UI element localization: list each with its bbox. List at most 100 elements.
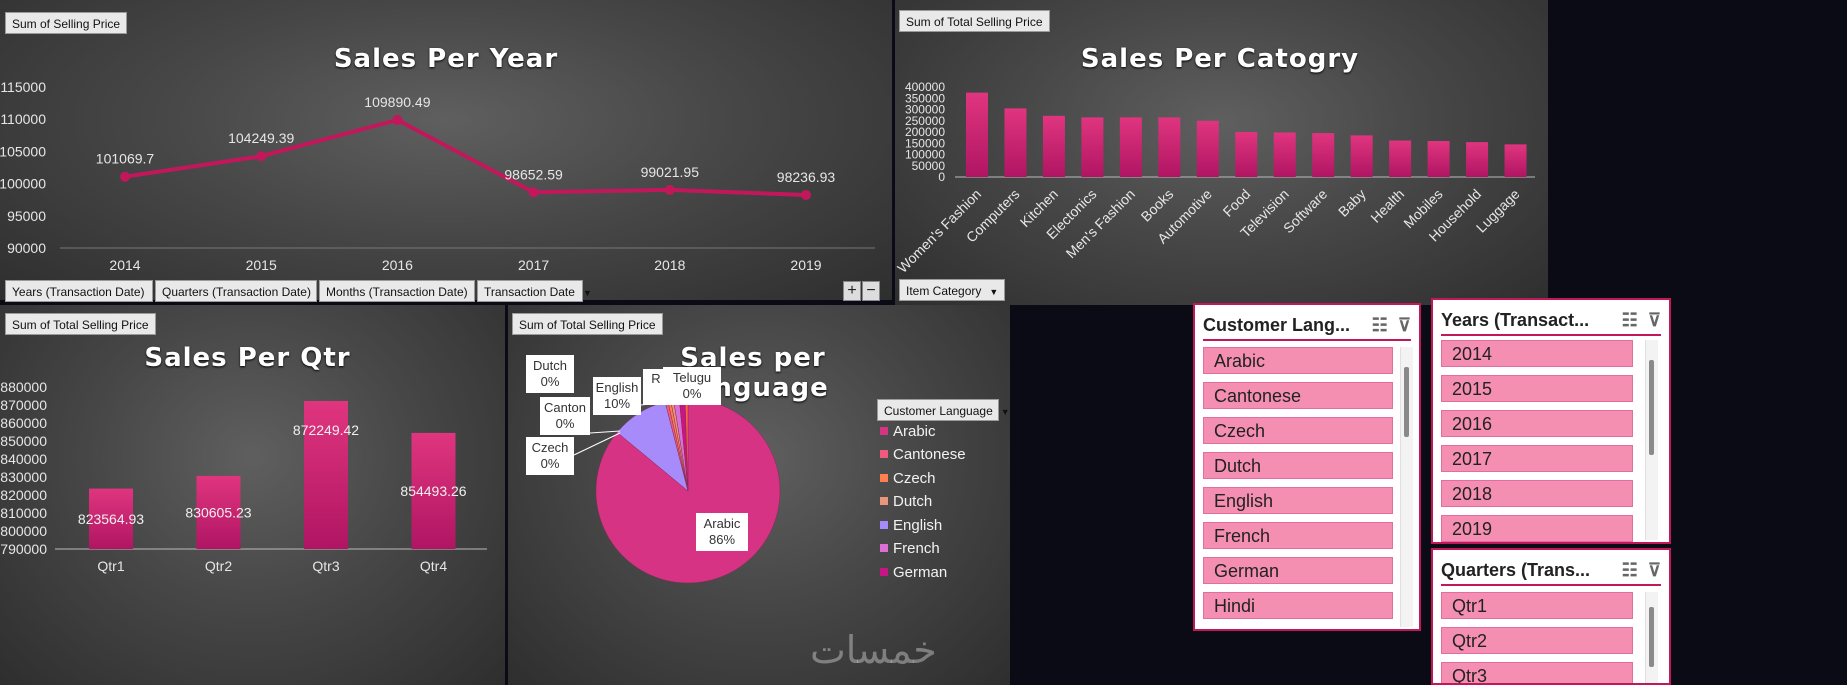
slicer-item[interactable]: Czech <box>1203 417 1393 444</box>
clear-filter-icon[interactable]: ⊽ <box>1647 560 1661 580</box>
slicer-item[interactable]: Hindi <box>1203 592 1393 619</box>
slicer-item[interactable]: 2018 <box>1441 480 1633 507</box>
quarters-slicer[interactable]: Quarters (Trans... ☷ ⊽ Qtr1 Qtr2 Qtr3 <box>1431 548 1671 685</box>
chart-title: Sales Per Year <box>333 44 559 74</box>
slicer-item[interactable]: 2016 <box>1441 410 1633 437</box>
y-tick-label: 100000 <box>905 148 945 162</box>
bar <box>966 92 988 177</box>
field-button-item-category[interactable]: Item Category ▼ <box>899 279 1006 301</box>
slicer-header: Customer Lang... ☷ ⊽ <box>1203 311 1411 341</box>
x-tick-label: Luggage <box>1473 186 1523 236</box>
y-tick-label: 820000 <box>0 487 47 503</box>
legend-item: Czech <box>880 470 936 487</box>
y-tick-label: 250000 <box>905 114 945 128</box>
slicer-item[interactable]: German <box>1203 557 1393 584</box>
slicer-item[interactable]: 2015 <box>1441 375 1633 402</box>
y-tick-label: 100000 <box>0 176 46 192</box>
value-field-button[interactable]: Sum of Total Selling Price <box>512 313 663 335</box>
field-button-transaction-date[interactable]: Transaction Date ▼ <box>477 280 592 302</box>
y-tick-label: 850000 <box>0 433 47 449</box>
legend-field-button[interactable]: Customer Language ▼ <box>877 399 1010 421</box>
data-label: 104249.39 <box>228 130 294 146</box>
y-tick-label: 840000 <box>0 451 47 467</box>
multi-select-icon[interactable]: ☷ <box>1371 315 1388 335</box>
x-tick-label: Qtr2 <box>205 558 232 574</box>
x-tick-label: 2019 <box>790 257 821 273</box>
data-callout-label: Canton <box>544 400 586 415</box>
slicer-item[interactable]: 2017 <box>1441 445 1633 472</box>
bar <box>1427 141 1450 177</box>
data-label: 98652.59 <box>504 166 563 182</box>
value-field-button[interactable]: Sum of Total Selling Price <box>899 10 1050 32</box>
scrollbar-thumb[interactable] <box>1404 367 1409 437</box>
scrollbar-thumb[interactable] <box>1649 360 1654 455</box>
slicer-item[interactable]: Qtr2 <box>1441 627 1633 654</box>
y-tick-label: 860000 <box>0 415 47 431</box>
dropdown-arrow-icon: ▼ <box>582 288 592 298</box>
years-slicer[interactable]: Years (Transact... ☷ ⊽ 2014 2015 2016 20… <box>1431 298 1671 544</box>
field-button-label: Item Category <box>906 284 982 298</box>
scrollbar[interactable] <box>1400 347 1413 627</box>
bar <box>1081 117 1104 177</box>
data-point <box>801 189 811 200</box>
data-point <box>664 184 675 195</box>
sales-per-category-chart[interactable]: Sum of Total Selling Price Sales Per Cat… <box>895 0 1548 305</box>
x-tick-label: 2018 <box>654 257 685 273</box>
bar <box>1389 140 1412 177</box>
y-tick-label: 0 <box>938 170 945 184</box>
slicer-item[interactable]: French <box>1203 522 1393 549</box>
y-tick-label: 90000 <box>7 240 46 256</box>
y-tick-label: 115000 <box>0 79 46 95</box>
y-tick-label: 400000 <box>905 80 945 94</box>
x-tick-label: Qtr3 <box>312 558 339 574</box>
value-field-button[interactable]: Sum of Selling Price <box>5 12 128 34</box>
slicer-item[interactable]: Cantonese <box>1203 382 1393 409</box>
data-callout-value: 0% <box>556 416 575 431</box>
clear-filter-icon[interactable]: ⊽ <box>1397 315 1411 335</box>
y-tick-label: 350000 <box>905 91 945 105</box>
slicer-item[interactable]: Dutch <box>1203 452 1393 479</box>
data-callout-value: 0% <box>541 374 560 389</box>
data-callout-box <box>540 397 590 435</box>
scrollbar[interactable] <box>1645 340 1658 540</box>
slicer-item[interactable]: Arabic <box>1203 347 1393 374</box>
legend-item: English <box>880 517 942 534</box>
sales-per-qtr-chart[interactable]: Sum of Total Selling Price Sales Per Qtr… <box>0 305 505 685</box>
data-callout-box <box>696 513 748 551</box>
sales-per-language-chart[interactable]: Sum of Total Selling Price Sales per Lan… <box>508 305 1010 685</box>
slicer-item[interactable]: 2019 <box>1441 515 1633 542</box>
bar <box>1273 132 1296 177</box>
clear-filter-icon[interactable]: ⊽ <box>1647 310 1661 330</box>
data-callout-label: Telugu <box>673 370 711 385</box>
data-callout-box <box>663 367 721 405</box>
field-button-quarters[interactable]: Quarters (Transaction Date)▼ <box>155 280 328 302</box>
slicer-item[interactable]: Qtr1 <box>1441 592 1633 619</box>
bar <box>1350 135 1373 177</box>
data-callout-label: English <box>596 380 639 395</box>
slicer-item[interactable]: English <box>1203 487 1393 514</box>
customer-language-slicer[interactable]: Customer Lang... ☷ ⊽ Arabic Cantonese Cz… <box>1193 303 1421 631</box>
bar <box>1235 132 1258 177</box>
scrollbar[interactable] <box>1645 592 1658 683</box>
data-label: 99021.95 <box>641 164 700 180</box>
field-button-years[interactable]: Years (Transaction Date)▼ <box>5 280 161 302</box>
slicer-item[interactable]: Qtr3 <box>1441 662 1633 683</box>
y-tick-label: 790000 <box>0 541 47 557</box>
slicer-item[interactable]: 2014 <box>1441 340 1633 367</box>
multi-select-icon[interactable]: ☷ <box>1621 310 1638 330</box>
x-tick-label: 2015 <box>246 257 277 273</box>
scrollbar-thumb[interactable] <box>1649 607 1654 667</box>
field-button-months[interactable]: Months (Transaction Date)▼ <box>319 280 485 302</box>
expand-field-button[interactable]: + <box>843 281 861 301</box>
value-field-button[interactable]: Sum of Total Selling Price <box>5 313 156 335</box>
collapse-field-button[interactable]: − <box>862 281 880 301</box>
multi-select-icon[interactable]: ☷ <box>1621 560 1638 580</box>
bar <box>1158 117 1181 177</box>
slicer-title: Customer Lang... <box>1203 315 1351 335</box>
field-button-label: Years (Transaction Date) <box>12 285 145 299</box>
legend-item: Dutch <box>880 493 932 510</box>
x-tick-label: 2016 <box>382 257 413 273</box>
y-tick-label: 50000 <box>912 159 946 173</box>
sales-per-year-chart[interactable]: Sum of Selling Price Sales Per Year 1150… <box>0 0 892 300</box>
leader-line <box>573 432 621 456</box>
